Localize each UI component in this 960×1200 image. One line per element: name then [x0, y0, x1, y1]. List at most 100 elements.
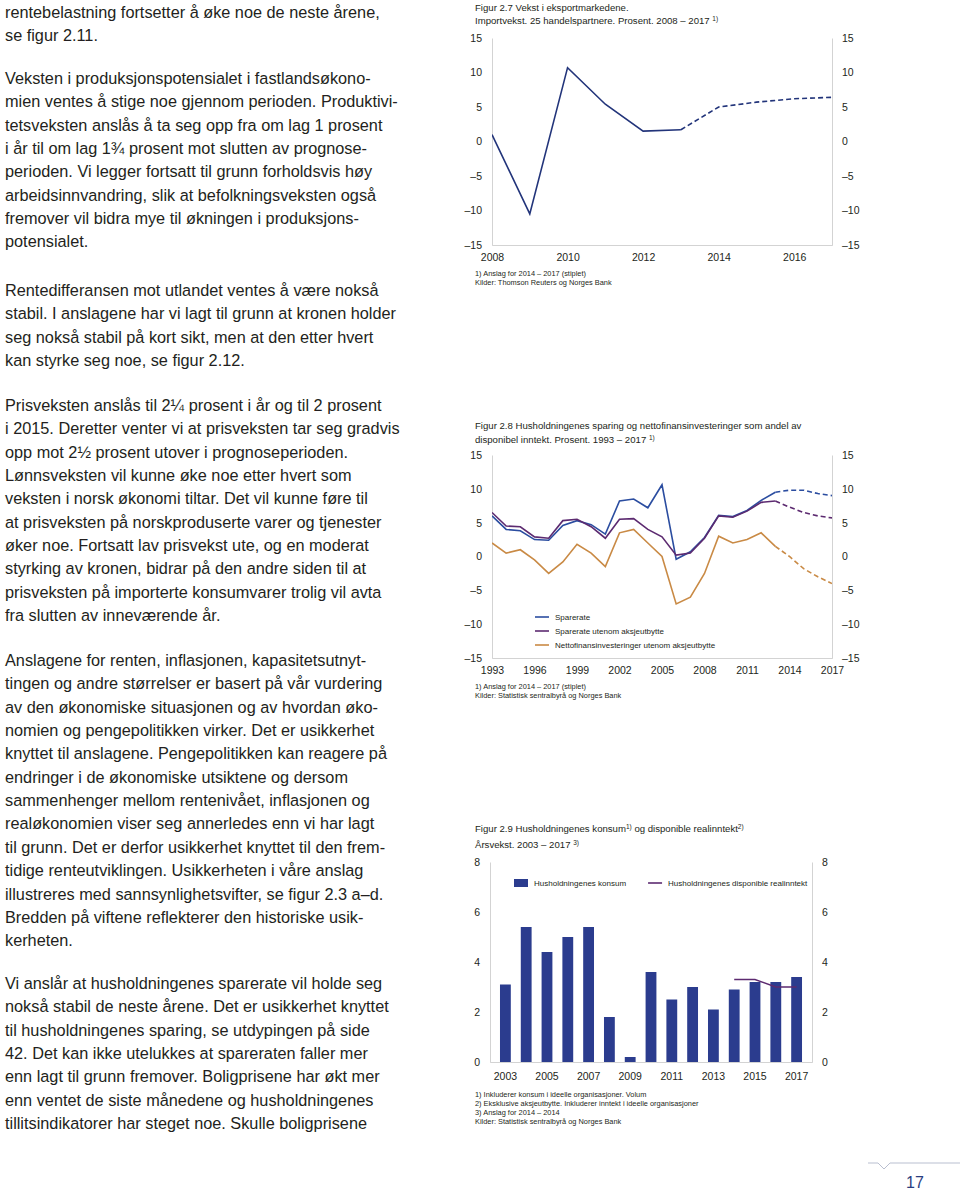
y-axis: –15–10–5051015	[832, 449, 860, 664]
title-segment: Importvekst. 25 handelspartnere. Prosent…	[475, 15, 712, 26]
body-text-line: til grunn. Det er derfor usikkerhet knyt…	[5, 835, 385, 859]
axis-line	[490, 863, 491, 1063]
tick: 0	[812, 1056, 828, 1068]
title-segment: Figur 2.7 Vekst i eksportmarkedene.	[475, 2, 629, 13]
tick: 2005	[651, 658, 675, 676]
tick-label: –15	[842, 239, 860, 251]
tick-label: –15	[464, 652, 482, 664]
x-axis: 2008 2010 2012 2014 2016	[481, 245, 833, 263]
body-text-line: tetsveksten anslås å ta seg opp fra om l…	[5, 113, 382, 137]
tick: 2005	[535, 1062, 559, 1082]
tick-label: 2012	[632, 251, 656, 263]
line-series	[734, 980, 796, 988]
body-text-line: fra slutten av inneværende år.	[5, 603, 220, 627]
body-text-line: Veksten i produksjonspotensialet i fastl…	[5, 66, 371, 90]
tick-label: 2014	[778, 664, 802, 676]
tick-label: 0	[822, 1056, 828, 1068]
legend-swatch	[535, 644, 549, 646]
tick: 2013	[702, 1062, 726, 1082]
tick: 10	[470, 483, 492, 495]
legend-swatch	[648, 882, 662, 884]
x-axis: 20032005200720092011201320152017	[491, 1062, 813, 1082]
tick: –15	[464, 652, 492, 664]
footnote: 3) Anslag for 2014 – 2014	[475, 1108, 560, 1117]
tick-label: –15	[464, 239, 482, 251]
tick: 15	[470, 32, 492, 44]
y-axis: 02468	[474, 856, 490, 1068]
tick: 10	[832, 66, 854, 78]
tick-label: 6	[474, 906, 480, 918]
page: 17 Figur 2.7 Vekst i eksportmarkedene. Imp…	[0, 0, 960, 1200]
tick: –5	[832, 170, 854, 182]
body-text-line: av den økonomiske situasjonen og av hvor…	[5, 695, 378, 719]
body-text-line: perioden. Vi legger fortsatt til grunn f…	[5, 159, 372, 183]
axis-line	[832, 39, 833, 246]
plot-area	[492, 485, 832, 604]
y-axis: –15–10–5051015	[832, 32, 860, 251]
tick: 2009	[619, 1062, 643, 1082]
body-text-line: tidige renteutviklingen. Usikkerheten i …	[5, 858, 363, 882]
body-text-line: tillitsindikatorer har steget noe. Skull…	[5, 1111, 367, 1135]
footnote: 2) Eksklusive aksjeutbytte. Inkluderer i…	[475, 1099, 699, 1108]
tick: –5	[832, 584, 854, 596]
tick-label: 5	[842, 517, 848, 529]
tick-label: 5	[842, 101, 848, 113]
title-segment: disponibel inntekt. Prosent. 1993 – 2017	[475, 434, 649, 445]
tick: 6	[474, 906, 490, 918]
axis-line	[491, 1062, 813, 1063]
tick-label: –10	[464, 618, 482, 630]
tick: 2003	[494, 1062, 518, 1082]
tick: 8	[812, 856, 828, 868]
tick: 0	[476, 135, 492, 147]
body-text-line: 42. Det kan ikke utelukkes at spareraten…	[5, 1041, 368, 1065]
tick: 0	[476, 550, 492, 562]
tick: 2016	[783, 245, 807, 263]
line-series	[775, 490, 832, 495]
tick-label: 2010	[556, 251, 580, 263]
tick-label: 0	[842, 550, 848, 562]
bar	[750, 982, 761, 1062]
tick: 1996	[523, 658, 547, 676]
plot-area	[492, 68, 832, 214]
footnote: 1) Anslag for 2014 – 2017 (stiplet)	[475, 269, 586, 278]
body-text-line: til husholdningenes sparing, se utdyping…	[5, 1018, 370, 1042]
tick-label: 4	[822, 956, 828, 968]
chart-title: Figur 2.9 Husholdningenes konsum1) og di…	[475, 823, 744, 835]
tick: 2017	[785, 1062, 809, 1082]
plot-area	[500, 927, 802, 1062]
tick: 2007	[577, 1062, 601, 1082]
tick: 2008	[693, 658, 717, 676]
body-text-line: at prisveksten på norskproduserte varer …	[5, 510, 381, 534]
bar	[770, 982, 781, 1062]
tick: 10	[832, 483, 854, 495]
x-axis: 199319961999200220052008201120142017	[481, 658, 845, 676]
tick-label: 4	[474, 956, 480, 968]
bar	[791, 977, 802, 1062]
tick-label: –10	[464, 204, 482, 216]
body-text-line: i 2015. Deretter venter vi at prisvekste…	[5, 416, 400, 440]
line-series	[492, 501, 775, 555]
tick-label: 2	[474, 1006, 480, 1018]
tick: 2014	[778, 658, 802, 676]
tick: 2008	[481, 245, 505, 263]
tick: 0	[474, 1056, 490, 1068]
page-number: 17	[906, 1174, 924, 1191]
y-axis: 02468	[812, 856, 828, 1068]
tick-label: 15	[470, 32, 482, 44]
legend: Husholdningenes konsumHusholdningenes di…	[514, 879, 808, 888]
legend-swatch	[535, 630, 549, 632]
body-text-line: prisveksten på importerte konsumvarer tr…	[5, 580, 381, 604]
body-text-line: opp mot 2½ prosent utover i prognoseperi…	[5, 440, 348, 464]
tick-label: 2002	[608, 664, 632, 676]
tick: –10	[832, 204, 860, 216]
tick: 5	[476, 517, 492, 529]
tick: 15	[832, 449, 854, 461]
body-text-line: arbeidsinnvandring, slik at befolkningsv…	[5, 183, 376, 207]
tick: 2014	[707, 245, 731, 263]
bar	[583, 927, 594, 1062]
body-text-line: i år til om lag 1¾ prosent mot slutten a…	[5, 136, 367, 160]
chart: Figur 2.9 Husholdningenes konsum1) og di…	[474, 823, 828, 1127]
tick-label: 5	[476, 517, 482, 529]
tick: 15	[832, 32, 854, 44]
body-text-line: realøkonomien viser seg annerledes enn v…	[5, 811, 374, 835]
